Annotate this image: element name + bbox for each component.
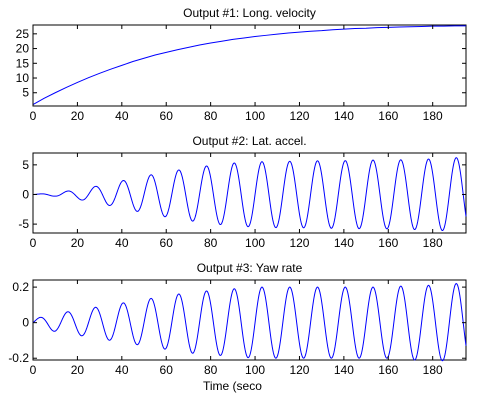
y-tick-label: 10	[16, 71, 30, 85]
y-tick-label: 5	[22, 86, 29, 100]
x-tick-label: 0	[30, 363, 37, 377]
y-tick-label: 5	[22, 158, 29, 172]
x-tick-label: 180	[423, 236, 443, 250]
series-line	[33, 157, 467, 232]
y-tick-label: 25	[16, 27, 30, 41]
x-tick-label: 0	[30, 236, 37, 250]
x-tick-label: 120	[289, 109, 309, 123]
x-tick-label: 120	[289, 363, 309, 377]
y-tick-label: -5	[18, 217, 29, 231]
y-tick-label: 20	[16, 42, 30, 56]
x-tick-label: 80	[204, 236, 218, 250]
x-tick-label: 0	[30, 109, 37, 123]
x-tick-label: 180	[423, 109, 443, 123]
subplot-title: Output #1: Long. velocity	[183, 6, 316, 20]
axes-box	[32, 152, 467, 234]
x-axis-label: Time (seco	[203, 379, 262, 393]
series-line	[32, 283, 467, 362]
x-tick-label: 100	[245, 363, 265, 377]
x-tick-label: 160	[378, 363, 398, 377]
y-tick-label: 15	[16, 56, 30, 70]
x-tick-label: 120	[289, 236, 309, 250]
subplot-lat-accel: Output #2: Lat. accel. 0 20 40 60 80 100 120 140…	[18, 134, 467, 250]
x-tick-label: 20	[71, 363, 85, 377]
y-tick-label: 0	[22, 187, 29, 201]
x-tick-label: 140	[334, 109, 354, 123]
y-tick-label: 0.2	[12, 280, 29, 294]
subplot-title: Output #3: Yaw rate	[197, 261, 303, 275]
series-line	[32, 25, 466, 105]
x-tick-label: 140	[334, 363, 354, 377]
y-tick-label: -0.2	[8, 351, 29, 365]
x-tick-label: 180	[423, 363, 443, 377]
x-tick-label: 140	[334, 236, 354, 250]
subplot-long-velocity: Output #1: Long. velocity 0 20 40 60 80 100 120…	[16, 6, 467, 123]
x-tick-label: 80	[204, 363, 218, 377]
x-tick-label: 100	[245, 109, 265, 123]
x-tick-label: 20	[71, 109, 85, 123]
y-tick-label: 0	[22, 316, 29, 330]
x-tick-label: 40	[115, 363, 129, 377]
x-tick-label: 100	[245, 236, 265, 250]
x-tick-label: 60	[160, 363, 174, 377]
subplot-title: Output #2: Lat. accel.	[192, 134, 306, 148]
x-tick-label: 160	[378, 109, 398, 123]
x-tick-label: 160	[378, 236, 398, 250]
x-tick-label: 40	[115, 109, 129, 123]
x-tick-label: 80	[204, 109, 218, 123]
axes-box	[32, 279, 467, 361]
x-tick-label: 60	[160, 109, 174, 123]
x-tick-label: 40	[115, 236, 129, 250]
subplot-yaw-rate: Output #3: Yaw rate 0 20 40 60 80 100 120 140 160…	[8, 261, 467, 377]
x-tick-label: 60	[160, 236, 174, 250]
x-tick-label: 20	[71, 236, 85, 250]
axes-box	[32, 24, 467, 107]
